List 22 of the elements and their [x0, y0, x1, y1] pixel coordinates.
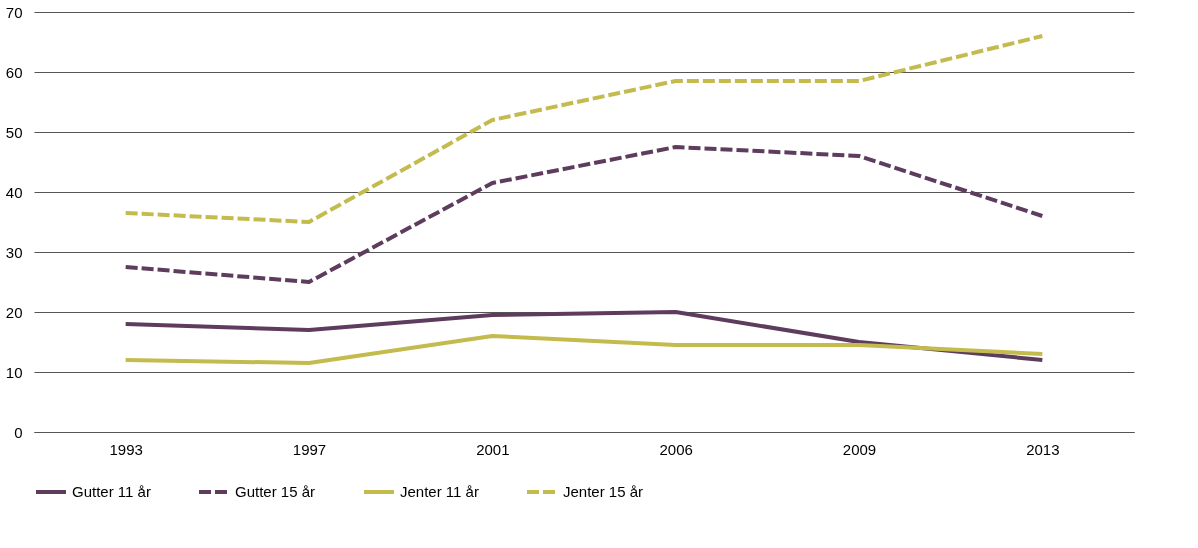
y-tick-label: 40 [5, 183, 23, 201]
line-series [123, 34, 1045, 224]
y-tick-label: 50 [5, 123, 23, 141]
line-series [123, 145, 1045, 284]
x-tick-label: 1997 [292, 440, 327, 458]
x-tick-label: 2001 [476, 440, 510, 458]
y-tick-label: 20 [5, 303, 23, 321]
legend-label: Gutter 11 år [72, 483, 151, 500]
x-tick-label: 2009 [842, 440, 877, 458]
y-tick-label: 30 [5, 243, 23, 261]
y-tick-label: 10 [5, 363, 23, 381]
y-tick-label: 0 [14, 423, 23, 441]
legend-label: Jenter 15 år [563, 483, 644, 500]
y-tick-label: 70 [5, 3, 23, 21]
x-tick-label: 1993 [109, 440, 143, 458]
y-tick-label: 60 [5, 63, 23, 81]
x-tick-label: 2006 [659, 440, 693, 458]
line-series [123, 310, 1045, 362]
legend-label: Gutter 15 år [235, 483, 316, 500]
line-series [123, 334, 1045, 365]
x-tick-label: 2013 [1026, 440, 1060, 458]
legend-label: Jenter 11 år [400, 483, 479, 500]
